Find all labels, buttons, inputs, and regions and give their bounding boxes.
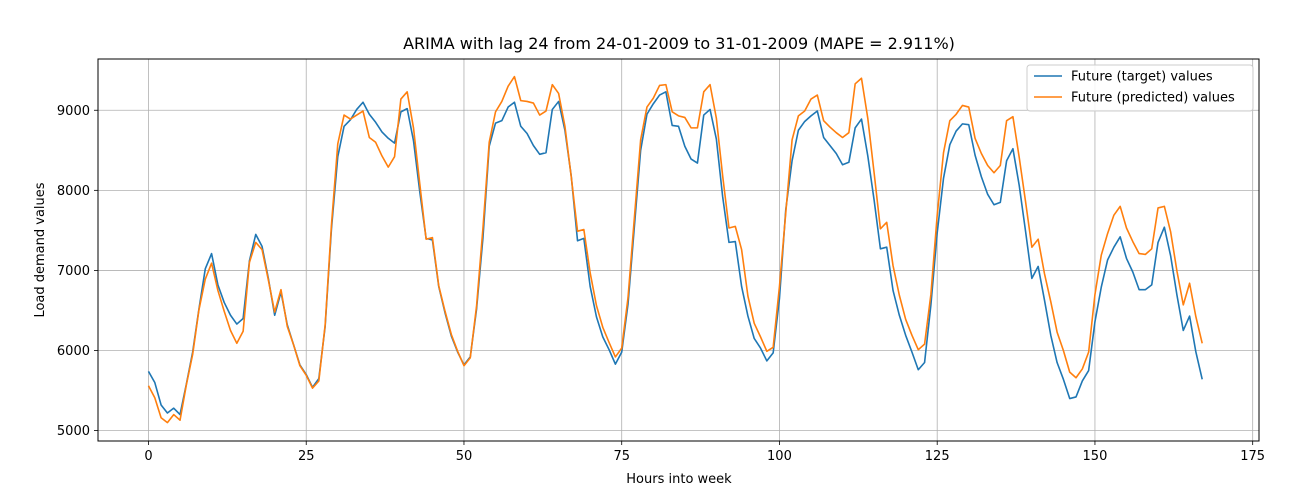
plot-frame [97, 58, 1260, 442]
x-tick-label: 150 [1083, 449, 1108, 464]
y-tick-label: 6000 [57, 344, 90, 359]
y-axis-label: Load demand values [33, 182, 48, 317]
x-axis-label: Hours into week [626, 472, 732, 487]
chart-title: ARIMA with lag 24 from 24-01-2009 to 31-… [403, 34, 955, 53]
x-tick-label: 175 [1240, 449, 1265, 464]
y-tick-label: 7000 [57, 264, 90, 279]
grid [98, 59, 1259, 441]
x-axis: 0 25 50 75 100 125 150 175 [144, 441, 1265, 464]
x-tick-label: 125 [925, 449, 950, 464]
x-tick-label: 25 [298, 449, 315, 464]
series-line-predicted [147, 75, 1203, 424]
legend-box [1026, 64, 1254, 112]
x-tick-label: 50 [456, 449, 473, 464]
y-tick-label: 5000 [57, 424, 90, 439]
y-tick-label: 8000 [57, 184, 90, 199]
y-axis: 5000 6000 7000 8000 9000 [57, 104, 98, 439]
y-tick-label: 9000 [57, 104, 90, 119]
x-tick-label: 75 [613, 449, 630, 464]
series-group [147, 75, 1203, 424]
legend-label: Future (predicted) values [1071, 91, 1235, 106]
legend: Future (target) values Future (predicted)… [1026, 64, 1254, 112]
x-tick-label: 100 [767, 449, 792, 464]
x-tick-label: 0 [144, 449, 152, 464]
legend-label: Future (target) values [1071, 70, 1213, 85]
